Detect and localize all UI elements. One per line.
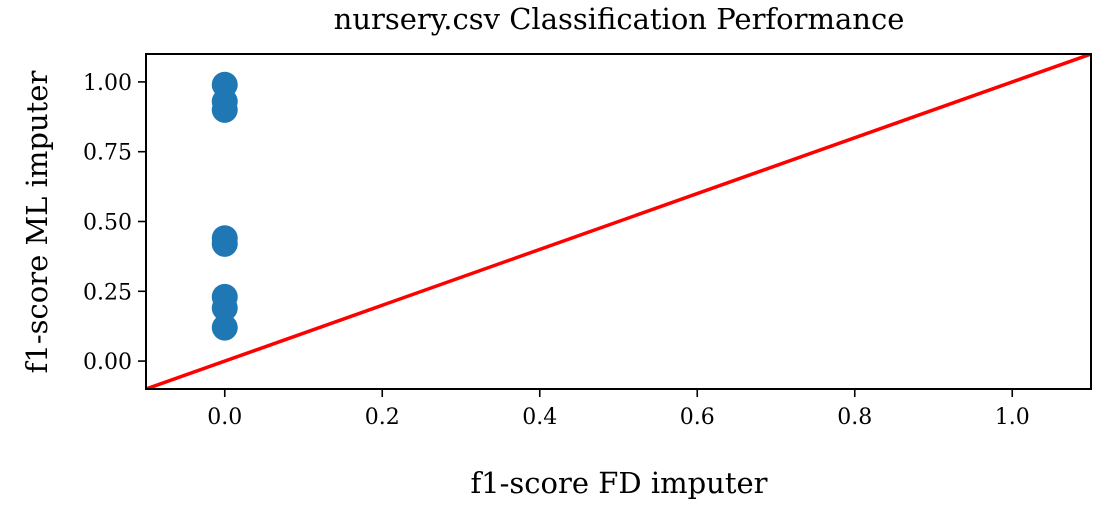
scatter-point-6 <box>211 295 238 322</box>
x-axis-label: f1-score FD imputer <box>470 466 767 500</box>
scatter-point-2 <box>211 96 238 123</box>
x-tick-label: 0.0 <box>207 405 242 430</box>
x-tick-label: 0.2 <box>365 405 400 430</box>
x-tick-label: 0.8 <box>837 405 872 430</box>
y-tick-label: 0.75 <box>83 141 132 166</box>
plot-area <box>146 54 1091 389</box>
scatter-point-4 <box>211 230 238 257</box>
x-tick-label: 0.4 <box>522 405 557 430</box>
x-tick-label: 0.6 <box>680 405 715 430</box>
y-axis-label: f1-score ML imputer <box>20 71 54 374</box>
y-tick-label: 0.50 <box>83 211 132 236</box>
x-tick-label: 1.0 <box>995 405 1030 430</box>
scatter-point-7 <box>211 314 238 341</box>
y-tick-label: 1.00 <box>83 71 132 96</box>
chart-title: nursery.csv Classification Performance <box>334 2 905 36</box>
y-tick-label: 0.00 <box>83 350 132 375</box>
reference-line <box>146 54 1091 389</box>
x-axis-ticks: 0.0 0.2 0.4 0.6 0.8 1.0 <box>207 389 1030 430</box>
y-axis-ticks: 0.00 0.25 0.50 0.75 1.00 <box>83 71 146 375</box>
y-tick-label: 0.25 <box>83 280 132 305</box>
